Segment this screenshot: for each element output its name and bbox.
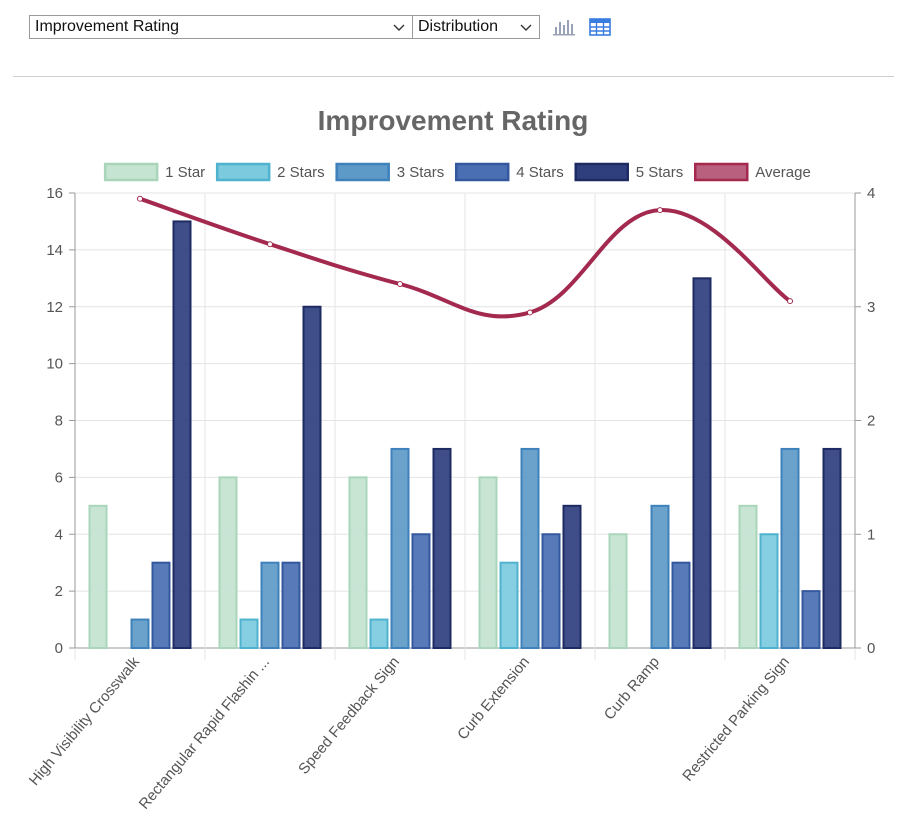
metric-select[interactable]: Improvement Rating bbox=[29, 15, 413, 39]
bar-5-stars[interactable] bbox=[822, 447, 842, 649]
legend-swatch[interactable] bbox=[103, 162, 159, 182]
legend-label[interactable]: 1 Star bbox=[165, 164, 205, 181]
y-tick-label: 8 bbox=[55, 413, 63, 430]
x-tick-label: Restricted Parking Sign bbox=[679, 654, 793, 785]
y-tick-label: 4 bbox=[55, 526, 63, 543]
bar-5-stars[interactable] bbox=[692, 277, 712, 649]
legend-label[interactable]: 5 Stars bbox=[636, 164, 684, 181]
legend-swatch[interactable] bbox=[693, 162, 749, 182]
legend-label[interactable]: Average bbox=[755, 164, 811, 181]
average-line[interactable] bbox=[139, 196, 792, 319]
x-tick-label: Curb Ramp bbox=[601, 654, 663, 724]
bar-4-stars[interactable] bbox=[801, 590, 821, 649]
bar-3-stars[interactable] bbox=[650, 504, 670, 649]
bar-3-stars[interactable] bbox=[780, 447, 800, 649]
bar-5-stars[interactable] bbox=[302, 305, 322, 649]
average-point[interactable] bbox=[527, 309, 533, 316]
view-select[interactable]: Distribution bbox=[412, 15, 540, 39]
y-tick-label: 14 bbox=[46, 242, 63, 259]
bar-1-star[interactable] bbox=[608, 533, 628, 649]
y2-tick-label: 3 bbox=[867, 299, 875, 316]
y-tick-label: 16 bbox=[46, 185, 63, 202]
y2-tick-label: 0 bbox=[867, 640, 875, 657]
bar-chart-view-button[interactable] bbox=[552, 15, 576, 39]
y2-tick-label: 4 bbox=[867, 185, 875, 202]
average-point[interactable] bbox=[657, 207, 663, 214]
legend-swatch[interactable] bbox=[574, 162, 629, 182]
chevron-down-icon bbox=[393, 24, 405, 31]
average-point[interactable] bbox=[397, 281, 403, 287]
legend-swatch[interactable] bbox=[454, 162, 510, 182]
bar-chart-icon bbox=[553, 20, 575, 36]
y-tick-label: 2 bbox=[55, 583, 63, 600]
bar-5-stars[interactable] bbox=[172, 220, 192, 649]
bar-5-stars[interactable] bbox=[432, 447, 452, 649]
x-tick-label: High Visibility Crosswalk bbox=[26, 653, 144, 789]
x-tick-label: Rectangular Rapid Flashin ... bbox=[136, 654, 273, 813]
legend-label[interactable]: 4 Stars bbox=[516, 164, 564, 181]
toolbar-divider bbox=[13, 76, 894, 77]
bar-1-star[interactable] bbox=[88, 504, 108, 649]
bar-1-star[interactable] bbox=[738, 504, 758, 649]
bar-2-stars[interactable] bbox=[759, 533, 779, 649]
y-tick-label: 12 bbox=[46, 299, 63, 316]
table-view-button[interactable] bbox=[588, 15, 612, 39]
bar-4-stars[interactable] bbox=[411, 533, 431, 649]
legend-swatch[interactable] bbox=[335, 162, 390, 182]
bar-1-star[interactable] bbox=[218, 476, 238, 649]
bar-2-stars[interactable] bbox=[499, 561, 519, 649]
view-select-value: Distribution bbox=[418, 18, 499, 35]
table-icon bbox=[589, 18, 611, 36]
x-tick-label: Curb Extension bbox=[454, 654, 533, 743]
y2-tick-label: 2 bbox=[867, 413, 875, 430]
bar-4-stars[interactable] bbox=[671, 561, 691, 649]
bar-4-stars[interactable] bbox=[281, 561, 301, 649]
average-point[interactable] bbox=[267, 241, 273, 248]
y-tick-label: 0 bbox=[55, 640, 63, 657]
y-tick-label: 10 bbox=[46, 356, 63, 373]
average-point[interactable] bbox=[787, 298, 793, 305]
bar-3-stars[interactable] bbox=[130, 618, 150, 649]
bar-1-star[interactable] bbox=[348, 476, 368, 649]
chart-toolbar: Improvement Rating Distribution bbox=[29, 14, 612, 40]
chart-title: Improvement Rating bbox=[318, 105, 589, 136]
bar-2-stars[interactable] bbox=[369, 618, 389, 649]
bar-4-stars[interactable] bbox=[541, 533, 561, 649]
x-tick-label: Speed Feedback Sign bbox=[295, 654, 403, 778]
average-point[interactable] bbox=[137, 195, 143, 202]
y2-tick-label: 1 bbox=[867, 526, 875, 543]
legend-swatch[interactable] bbox=[215, 162, 271, 182]
y-tick-label: 6 bbox=[55, 469, 63, 486]
bar-3-stars[interactable] bbox=[260, 561, 280, 649]
legend-label[interactable]: 2 Stars bbox=[277, 164, 325, 181]
bar-1-star[interactable] bbox=[478, 476, 498, 649]
legend-label[interactable]: 3 Stars bbox=[397, 164, 445, 181]
bar-5-stars[interactable] bbox=[562, 504, 582, 649]
metric-select-value: Improvement Rating bbox=[35, 18, 180, 35]
bar-2-stars[interactable] bbox=[239, 618, 259, 649]
bar-3-stars[interactable] bbox=[390, 447, 410, 649]
bar-4-stars[interactable] bbox=[151, 561, 171, 649]
bar-3-stars[interactable] bbox=[520, 447, 540, 649]
chevron-down-icon bbox=[520, 24, 532, 31]
